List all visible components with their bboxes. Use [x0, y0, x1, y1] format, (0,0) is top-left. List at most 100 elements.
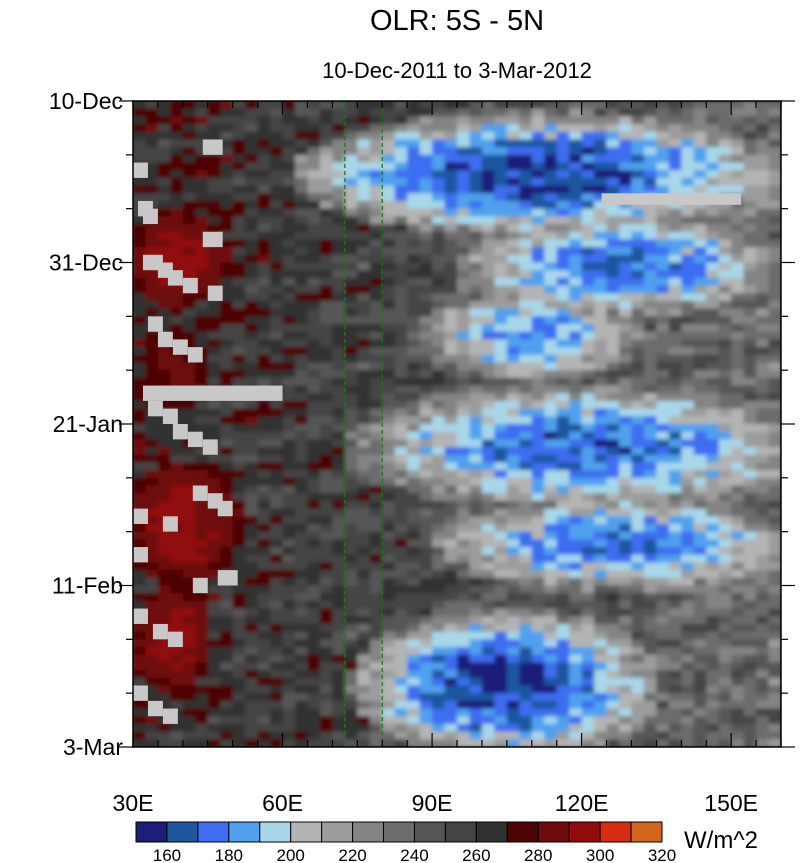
olr-cell [756, 124, 770, 133]
olr-cell [756, 523, 770, 533]
olr-cell [432, 539, 446, 548]
olr-cell [656, 362, 670, 371]
olr-cell [569, 485, 583, 494]
olr-cell [432, 216, 446, 225]
olr-cell [606, 739, 620, 747]
olr-cell [245, 616, 259, 625]
olr-cell [270, 708, 284, 717]
olr-cell [768, 523, 781, 533]
olr-cell [270, 193, 284, 202]
olr-cell [394, 177, 408, 187]
olr-cell [270, 554, 284, 564]
olr-cell [457, 116, 471, 125]
olr-cell [295, 293, 309, 302]
olr-cell [344, 493, 358, 502]
olr-cell [157, 147, 171, 156]
olr-cell [295, 639, 309, 648]
olr-cell [668, 616, 682, 625]
olr-cell [332, 585, 346, 594]
olr-cell [706, 677, 720, 687]
olr-cell [531, 154, 545, 164]
olr-cell [457, 131, 471, 141]
olr-cell [182, 147, 196, 156]
olr-cell [544, 408, 558, 417]
colorbar-label: 320 [648, 846, 676, 863]
olr-cell [257, 139, 271, 148]
olr-cell [656, 608, 670, 617]
olr-cell [432, 731, 446, 740]
olr-cell [195, 539, 209, 548]
olr-cell [718, 362, 732, 371]
olr-cell [668, 139, 682, 148]
olr-cell [232, 654, 246, 663]
olr-cell [307, 354, 321, 364]
olr-cell [606, 162, 620, 171]
olr-cell [407, 224, 421, 233]
olr-cell [457, 124, 471, 133]
olr-cell [506, 377, 520, 387]
olr-cell [581, 108, 595, 117]
olr-cell [706, 462, 720, 471]
olr-cell [207, 539, 221, 548]
olr-cell [581, 316, 595, 325]
olr-cell [768, 400, 781, 410]
olr-cell [743, 177, 757, 187]
olr-cell [157, 700, 171, 710]
olr-cell [145, 162, 159, 171]
olr-cell [332, 316, 346, 325]
olr-cell [432, 147, 446, 156]
olr-cell [145, 454, 159, 464]
olr-cell [369, 585, 383, 594]
olr-cell [569, 500, 583, 510]
olr-cell [643, 101, 657, 110]
olr-cell [457, 493, 471, 502]
olr-cell [170, 731, 184, 740]
olr-cell [519, 477, 533, 487]
olr-cell [170, 700, 184, 710]
olr-cell [531, 339, 545, 348]
olr-cell [145, 485, 159, 494]
olr-cell [731, 293, 745, 302]
olr-cell [245, 308, 259, 317]
olr-cell [643, 416, 657, 425]
olr-cell [469, 308, 483, 317]
olr-cell [382, 739, 396, 747]
olr-cell [756, 400, 770, 410]
olr-cell [319, 739, 333, 747]
olr-cell [369, 231, 383, 241]
olr-cell [382, 347, 396, 356]
olr-cell [232, 239, 246, 248]
olr-cell [768, 239, 781, 248]
olr-cell [731, 700, 745, 710]
olr-cell [531, 200, 545, 210]
olr-cell [257, 600, 271, 610]
olr-cell [270, 247, 284, 256]
olr-cell [606, 647, 620, 656]
olr-cell [756, 154, 770, 164]
colorbar-swatch [321, 821, 354, 843]
olr-cell [157, 101, 171, 110]
olr-cell [407, 216, 421, 225]
olr-cell [307, 439, 321, 448]
olr-cell [319, 700, 333, 710]
olr-cell [195, 370, 209, 379]
olr-cell [544, 116, 558, 125]
olr-cell [319, 324, 333, 333]
olr-cell [594, 708, 608, 717]
olr-cell [531, 231, 545, 241]
olr-cell [519, 131, 533, 141]
olr-cell [344, 354, 358, 364]
olr-cell [133, 324, 147, 333]
olr-cell [656, 408, 670, 417]
colorbar-swatch [228, 821, 261, 843]
olr-cell [544, 362, 558, 371]
olr-cell [706, 116, 720, 125]
olr-cell [444, 454, 458, 464]
olr-cell [606, 454, 620, 464]
olr-cell [145, 354, 159, 364]
olr-cell [481, 239, 495, 248]
olr-cell [631, 139, 645, 148]
olr-cell [606, 485, 620, 494]
olr-cell [693, 339, 707, 348]
olr-cell [444, 662, 458, 671]
